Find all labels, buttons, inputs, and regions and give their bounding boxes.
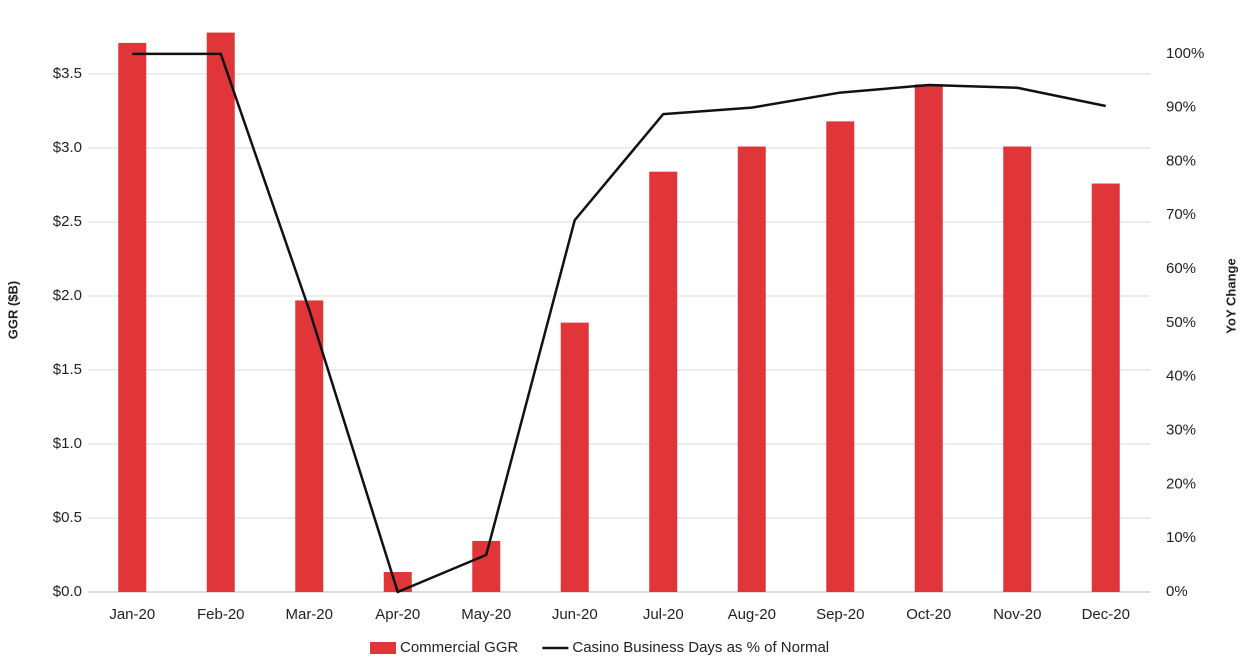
x-tick-label: May-20 (461, 606, 511, 623)
bar (1091, 183, 1120, 592)
bar (118, 42, 147, 593)
x-tick-label: Feb-20 (197, 606, 245, 623)
y2-tick-label: 60% (1166, 260, 1196, 277)
y2-tick-label: 10% (1166, 529, 1196, 546)
y-tick-label: $1.0 (53, 435, 82, 452)
bar (383, 572, 412, 592)
y-tick-label: $2.5 (53, 213, 82, 230)
x-tick-label: Aug-20 (728, 606, 776, 623)
bar (914, 84, 943, 593)
y2-axis-title: YoY Change (1223, 258, 1238, 333)
x-tick-label: Oct-20 (906, 606, 951, 623)
y-tick-label: $3.0 (53, 139, 82, 156)
bar (472, 540, 501, 592)
x-tick-label: Dec-20 (1082, 606, 1130, 623)
y2-tick-label: 50% (1166, 314, 1196, 331)
bar (826, 121, 855, 593)
y-tick-label: $3.5 (53, 65, 82, 82)
y2-tick-label: 40% (1166, 368, 1196, 385)
x-tick-label: Jul-20 (643, 606, 684, 623)
legend-swatch (370, 642, 396, 654)
y-tick-label: $0.0 (53, 583, 82, 600)
x-tick-label: Apr-20 (375, 606, 420, 623)
y2-tick-label: 0% (1166, 583, 1188, 600)
y-tick-label: $1.5 (53, 361, 82, 378)
bar (560, 322, 589, 592)
bar (1003, 146, 1032, 592)
y2-tick-label: 100% (1166, 45, 1204, 62)
x-tick-label: Jan-20 (109, 606, 155, 623)
y2-tick-label: 90% (1166, 99, 1196, 116)
x-tick-label: Jun-20 (552, 606, 598, 623)
legend-label: Commercial GGR (400, 639, 519, 656)
line (132, 52, 1107, 594)
y-tick-label: $2.0 (53, 287, 82, 304)
legend-label: Casino Business Days as % of Normal (572, 639, 829, 656)
y-tick-label: $0.5 (53, 509, 82, 526)
y-axis-title: GGR ($B) (5, 281, 20, 340)
x-tick-label: Sep-20 (816, 606, 864, 623)
y2-tick-label: 30% (1166, 422, 1196, 439)
bar (737, 146, 766, 592)
y2-tick-label: 20% (1166, 475, 1196, 492)
x-tick-label: Mar-20 (285, 606, 333, 623)
y2-tick-label: 80% (1166, 152, 1196, 169)
bar (206, 32, 235, 593)
x-tick-label: Nov-20 (993, 606, 1041, 623)
y2-tick-label: 70% (1166, 206, 1196, 223)
bar (649, 171, 678, 592)
bar (295, 300, 324, 592)
